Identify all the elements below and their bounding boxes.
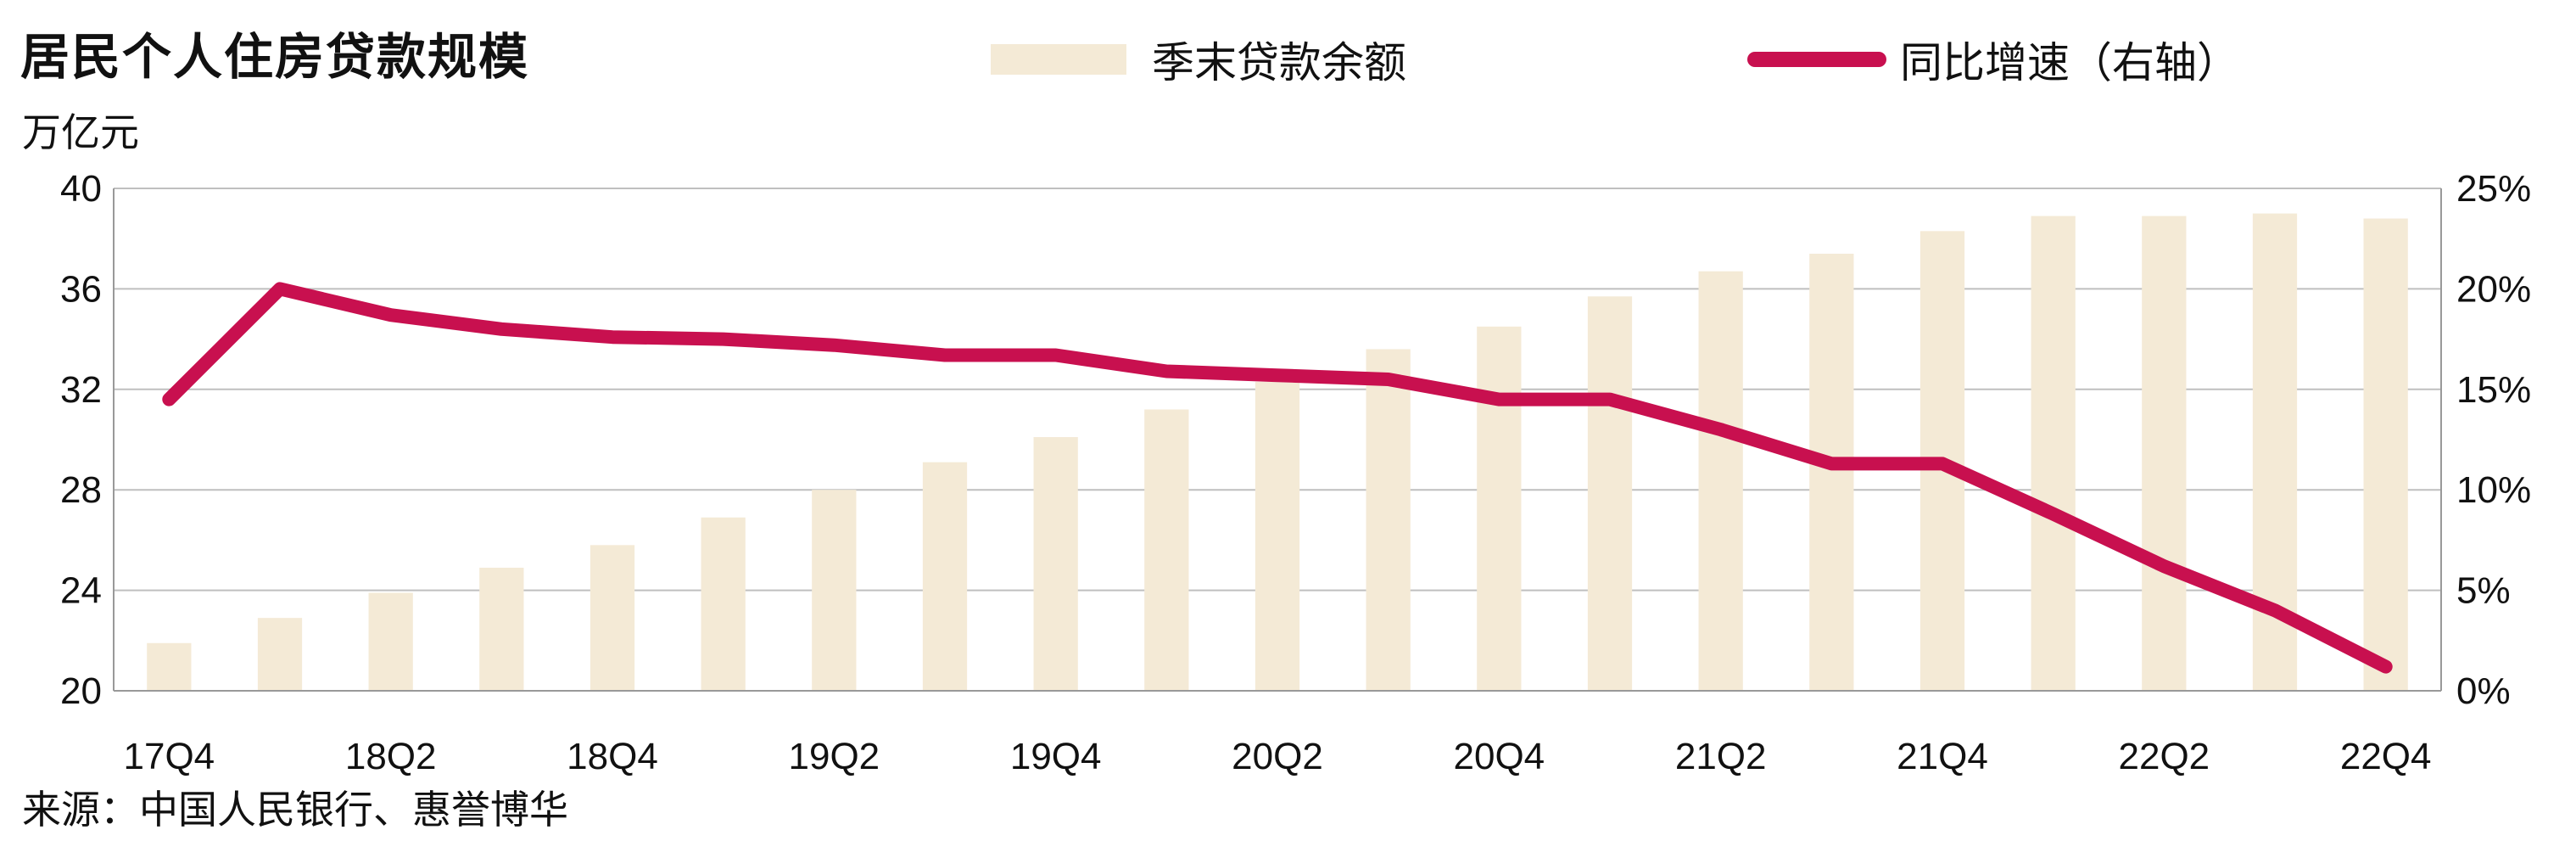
bar — [1254, 381, 1300, 691]
x-tick-label: 20Q2 — [1232, 736, 1323, 777]
x-tick-label: 22Q4 — [2340, 736, 2432, 777]
y-tick-label: 40 — [60, 168, 102, 210]
bar — [2142, 216, 2187, 691]
bar — [479, 567, 524, 691]
y2-tick-label: 25% — [2456, 168, 2531, 210]
x-tick-label: 21Q2 — [1675, 736, 1767, 777]
legend-balance-label: 季末贷款余额 — [1152, 38, 1406, 87]
x-tick-label: 22Q2 — [2119, 736, 2210, 777]
x-tick-label: 19Q2 — [789, 736, 880, 777]
y-tick-label: 36 — [60, 268, 102, 310]
bar — [1033, 437, 1078, 691]
bar — [368, 592, 413, 691]
y2-tick-label: 0% — [2456, 670, 2511, 712]
y-axis-unit-label: 万亿元 — [22, 109, 139, 155]
bar — [1477, 326, 1522, 691]
chart-title: 居民个人住房贷款规模 — [20, 28, 530, 86]
bar — [590, 545, 635, 691]
x-tick-label: 18Q4 — [567, 736, 658, 777]
bar — [147, 642, 192, 691]
bar — [701, 517, 746, 691]
bar — [1366, 349, 1411, 691]
legend-item-growth: 同比增速（右轴） — [1747, 32, 2239, 87]
bar — [1144, 409, 1189, 691]
y2-tick-label: 20% — [2456, 268, 2531, 310]
bar — [812, 490, 857, 691]
x-tick-label: 19Q4 — [1010, 736, 1102, 777]
bar — [1698, 271, 1743, 691]
y2-tick-label: 15% — [2456, 369, 2531, 411]
x-tick-label: 18Q2 — [345, 736, 437, 777]
x-tick-label: 20Q4 — [1454, 736, 1545, 777]
bar — [2031, 216, 2076, 691]
bar — [1809, 253, 1854, 692]
bar — [1587, 296, 1633, 691]
x-tick-label: 17Q4 — [124, 736, 215, 777]
y2-tick-label: 5% — [2456, 570, 2511, 612]
bar — [922, 462, 968, 691]
source-note: 来源：中国人民银行、惠誉博华 — [22, 787, 568, 833]
legend-growth-label: 同比增速（右轴） — [1900, 38, 2239, 87]
bar — [2363, 218, 2408, 691]
bar — [257, 618, 303, 691]
y-tick-label: 28 — [60, 469, 102, 511]
y-tick-label: 32 — [60, 369, 102, 411]
y-tick-label: 24 — [60, 570, 102, 612]
legend-item-balance: 季末贷款余额 — [991, 32, 1406, 87]
legend-bar-swatch — [991, 44, 1126, 75]
x-tick-label: 21Q4 — [1897, 736, 1988, 777]
y-tick-label: 20 — [60, 670, 102, 712]
legend-line-swatch — [1747, 52, 1886, 67]
y2-tick-label: 10% — [2456, 469, 2531, 511]
